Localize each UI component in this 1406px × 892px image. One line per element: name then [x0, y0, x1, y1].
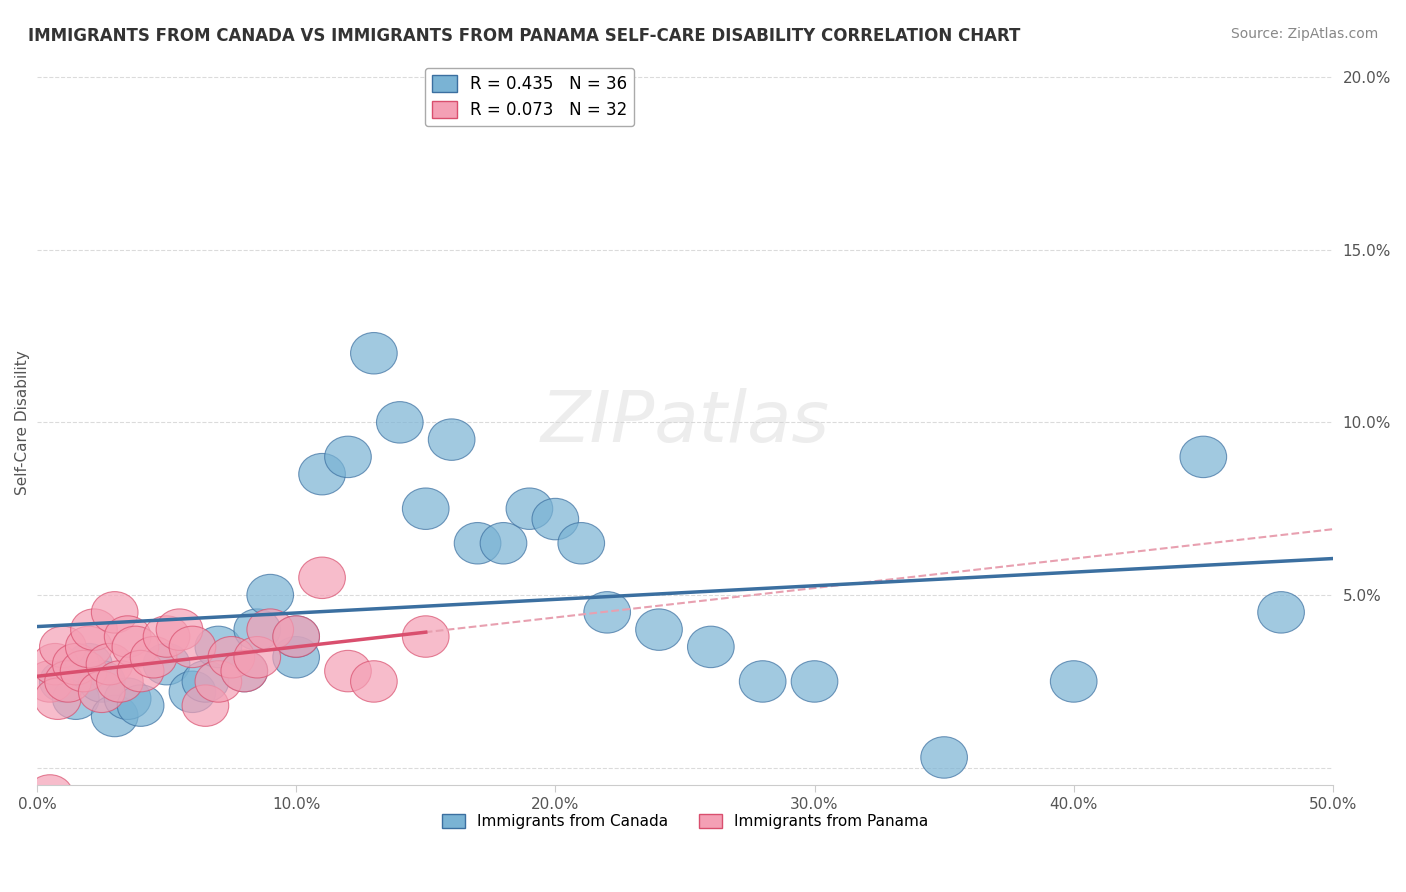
Ellipse shape [97, 661, 143, 702]
Ellipse shape [506, 488, 553, 530]
Ellipse shape [921, 737, 967, 778]
Ellipse shape [740, 661, 786, 702]
Ellipse shape [558, 523, 605, 564]
Ellipse shape [273, 637, 319, 678]
Ellipse shape [32, 643, 79, 685]
Text: IMMIGRANTS FROM CANADA VS IMMIGRANTS FROM PANAMA SELF-CARE DISABILITY CORRELATIO: IMMIGRANTS FROM CANADA VS IMMIGRANTS FRO… [28, 27, 1021, 45]
Ellipse shape [183, 661, 229, 702]
Legend: Immigrants from Canada, Immigrants from Panama: Immigrants from Canada, Immigrants from … [436, 808, 934, 836]
Ellipse shape [143, 615, 190, 657]
Ellipse shape [60, 650, 107, 692]
Y-axis label: Self-Care Disability: Self-Care Disability [15, 350, 30, 495]
Ellipse shape [34, 678, 82, 720]
Ellipse shape [402, 488, 449, 530]
Ellipse shape [112, 626, 159, 667]
Ellipse shape [86, 643, 132, 685]
Ellipse shape [91, 591, 138, 633]
Ellipse shape [27, 775, 73, 816]
Ellipse shape [233, 609, 281, 650]
Ellipse shape [221, 650, 267, 692]
Ellipse shape [273, 615, 319, 657]
Ellipse shape [247, 609, 294, 650]
Ellipse shape [208, 637, 254, 678]
Ellipse shape [91, 695, 138, 737]
Ellipse shape [52, 643, 100, 685]
Ellipse shape [247, 574, 294, 615]
Ellipse shape [792, 661, 838, 702]
Ellipse shape [27, 661, 73, 702]
Ellipse shape [66, 626, 112, 667]
Ellipse shape [143, 643, 190, 685]
Ellipse shape [233, 637, 281, 678]
Ellipse shape [481, 523, 527, 564]
Ellipse shape [195, 626, 242, 667]
Ellipse shape [131, 637, 177, 678]
Ellipse shape [583, 591, 630, 633]
Ellipse shape [325, 436, 371, 477]
Text: ZIPatlas: ZIPatlas [540, 388, 830, 457]
Ellipse shape [169, 671, 215, 713]
Ellipse shape [117, 650, 165, 692]
Ellipse shape [273, 615, 319, 657]
Ellipse shape [350, 333, 398, 374]
Ellipse shape [688, 626, 734, 667]
Ellipse shape [298, 453, 346, 495]
Ellipse shape [454, 523, 501, 564]
Ellipse shape [183, 685, 229, 726]
Ellipse shape [1180, 436, 1226, 477]
Ellipse shape [45, 661, 91, 702]
Ellipse shape [70, 609, 117, 650]
Ellipse shape [429, 419, 475, 460]
Ellipse shape [325, 650, 371, 692]
Ellipse shape [636, 609, 682, 650]
Ellipse shape [79, 671, 125, 713]
Ellipse shape [377, 401, 423, 443]
Ellipse shape [531, 499, 579, 540]
Text: Source: ZipAtlas.com: Source: ZipAtlas.com [1230, 27, 1378, 41]
Ellipse shape [39, 661, 86, 702]
Ellipse shape [66, 643, 112, 685]
Ellipse shape [156, 609, 202, 650]
Ellipse shape [117, 685, 165, 726]
Ellipse shape [298, 558, 346, 599]
Ellipse shape [104, 615, 150, 657]
Ellipse shape [39, 626, 86, 667]
Ellipse shape [402, 615, 449, 657]
Ellipse shape [221, 650, 267, 692]
Ellipse shape [52, 678, 100, 720]
Ellipse shape [195, 661, 242, 702]
Ellipse shape [1050, 661, 1097, 702]
Ellipse shape [169, 626, 215, 667]
Ellipse shape [350, 661, 398, 702]
Ellipse shape [79, 661, 125, 702]
Ellipse shape [1258, 591, 1305, 633]
Ellipse shape [104, 678, 150, 720]
